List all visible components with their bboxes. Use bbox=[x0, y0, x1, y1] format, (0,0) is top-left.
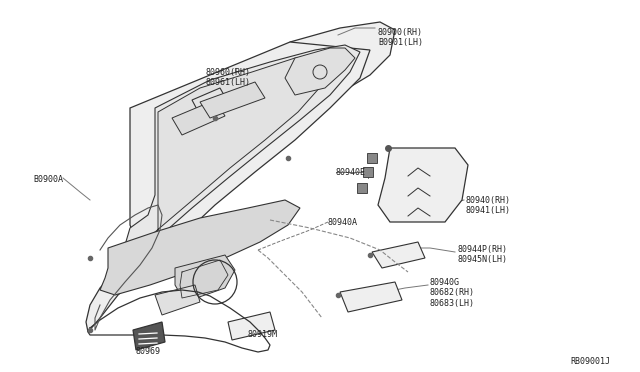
Text: 80900(RH)
B0901(LH): 80900(RH) B0901(LH) bbox=[378, 28, 423, 47]
Polygon shape bbox=[340, 282, 402, 312]
Polygon shape bbox=[133, 322, 165, 350]
Text: 80940G
80682(RH)
80683(LH): 80940G 80682(RH) 80683(LH) bbox=[430, 278, 475, 308]
Polygon shape bbox=[135, 55, 335, 282]
Text: 80940E: 80940E bbox=[336, 168, 366, 177]
Polygon shape bbox=[285, 48, 355, 95]
Text: 80940(RH)
80941(LH): 80940(RH) 80941(LH) bbox=[466, 196, 511, 215]
Text: 80919M: 80919M bbox=[247, 330, 277, 339]
Polygon shape bbox=[155, 285, 200, 315]
Polygon shape bbox=[290, 22, 395, 90]
Polygon shape bbox=[372, 242, 425, 268]
Polygon shape bbox=[200, 82, 265, 118]
Polygon shape bbox=[228, 312, 275, 340]
Polygon shape bbox=[175, 255, 235, 302]
Text: 80969: 80969 bbox=[136, 347, 161, 356]
Text: 80940A: 80940A bbox=[328, 218, 358, 227]
Polygon shape bbox=[86, 42, 370, 332]
Text: RB09001J: RB09001J bbox=[570, 357, 610, 366]
Bar bbox=[363, 167, 373, 177]
Text: B0900A: B0900A bbox=[33, 175, 63, 184]
Polygon shape bbox=[125, 45, 360, 258]
Text: 80960(RH)
80961(LH): 80960(RH) 80961(LH) bbox=[205, 68, 250, 87]
Polygon shape bbox=[192, 88, 228, 115]
Polygon shape bbox=[378, 148, 468, 222]
Bar bbox=[357, 183, 367, 193]
Text: 80944P(RH)
80945N(LH): 80944P(RH) 80945N(LH) bbox=[457, 245, 507, 264]
Polygon shape bbox=[172, 100, 225, 135]
Bar bbox=[367, 153, 377, 163]
Polygon shape bbox=[100, 200, 300, 295]
